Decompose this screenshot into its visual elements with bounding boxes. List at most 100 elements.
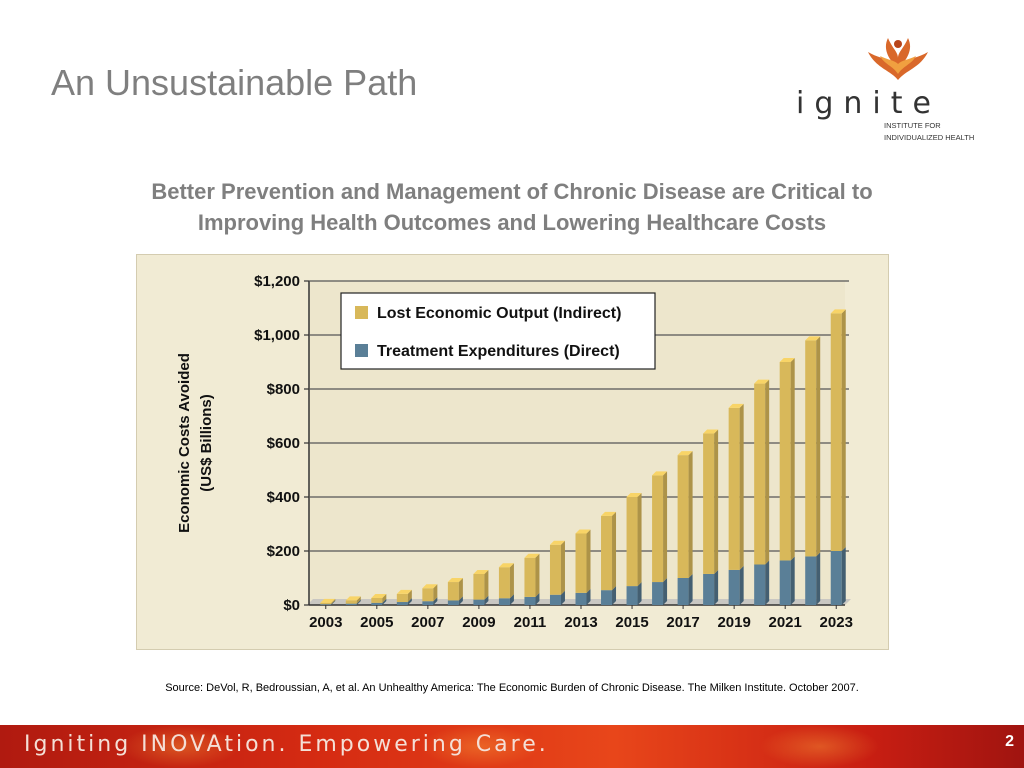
bar-indirect-side	[356, 596, 361, 604]
bar-indirect-top	[345, 596, 361, 601]
logo-subtitle-line1: INSTITUTE FOR	[884, 121, 941, 130]
bar-direct	[396, 602, 408, 605]
bar-direct-side	[407, 598, 412, 605]
x-tick-label: 2009	[462, 614, 495, 631]
y-tick-label: $800	[267, 381, 300, 398]
y-axis-title-line2: (US$ Billions)	[198, 394, 215, 492]
bar-direct	[830, 551, 842, 605]
bar-direct	[754, 564, 766, 605]
y-tick-label: $1,000	[254, 327, 300, 344]
bar-indirect-top	[830, 309, 846, 314]
bar-direct-side	[331, 600, 336, 605]
bar-indirect-side	[790, 358, 795, 561]
bar-indirect-top	[677, 451, 693, 456]
bar-indirect-side	[382, 593, 387, 603]
bar-indirect	[626, 497, 638, 587]
bar-indirect	[830, 313, 842, 551]
bar-indirect	[728, 407, 740, 570]
bar-direct	[703, 573, 715, 605]
bar-indirect-side	[637, 493, 642, 587]
bar-direct	[447, 600, 459, 605]
bar-direct-side	[535, 592, 540, 605]
bar-direct	[498, 598, 510, 605]
bar-indirect-side	[714, 429, 719, 574]
x-tick-label: 2011	[514, 614, 547, 631]
bar-direct	[652, 582, 664, 605]
subtitle-line2: Improving Health Outcomes and Lowering H…	[197, 210, 827, 235]
bar-indirect-side	[816, 336, 821, 557]
bar-indirect	[498, 567, 510, 599]
legend-label: Lost Economic Output (Indirect)	[377, 305, 621, 322]
bar-indirect-top	[396, 589, 412, 594]
bar-indirect-side	[407, 589, 412, 603]
bar-direct-side	[484, 595, 489, 605]
bar-indirect-top	[652, 471, 668, 476]
bar-indirect-top	[601, 511, 617, 516]
bar-indirect-side	[458, 578, 463, 601]
bar-indirect-side	[841, 309, 846, 551]
bar-indirect-top	[779, 358, 795, 362]
legend-box	[340, 292, 656, 370]
bar-direct-side	[790, 556, 795, 605]
bar-direct-side	[458, 596, 463, 605]
bar-indirect-side	[433, 584, 438, 602]
bar-indirect	[371, 597, 383, 603]
bar-indirect-top	[473, 569, 489, 574]
footer-band: Igniting INOVAtion. Empowering Care. 2	[0, 725, 1024, 768]
x-tick-label: 2003	[309, 614, 342, 631]
bar-indirect-side	[484, 569, 489, 600]
legend-swatch	[355, 306, 368, 319]
bar-indirect	[320, 602, 332, 605]
y-tick-label: $600	[267, 435, 300, 452]
bar-indirect-top	[805, 336, 821, 341]
bar-direct	[524, 596, 536, 605]
bar-indirect-side	[612, 511, 617, 591]
bar-direct-side	[356, 599, 361, 605]
bar-indirect	[422, 588, 434, 602]
bar-direct-side	[509, 594, 514, 605]
bar-direct-side	[637, 582, 642, 605]
chart-panel: $0 $200 $400 $600 $800 $1,000 $1,200 Economic C…	[136, 254, 889, 650]
y-tick-label: $1,200	[254, 273, 300, 290]
bar-indirect	[575, 533, 587, 593]
y-tick-label: $200	[267, 543, 300, 560]
bar-indirect	[652, 475, 664, 583]
bar-direct	[371, 602, 383, 605]
bar-indirect-top	[371, 593, 387, 598]
bar-indirect-top	[498, 563, 514, 568]
subtitle-line1: Better Prevention and Management of Chro…	[151, 179, 873, 204]
bar-indirect-top	[728, 403, 744, 408]
bar-indirect	[345, 600, 357, 604]
bar-indirect-side	[509, 563, 514, 599]
bar-direct	[345, 603, 357, 605]
ignite-logo: ignite INSTITUTE FOR INDIVIDUALIZED HEAL…	[796, 36, 996, 146]
y-tick-label: $0	[283, 597, 300, 614]
stacked-bar-chart: $0 $200 $400 $600 $800 $1,000 $1,200 Economic C…	[176, 273, 853, 631]
bar-indirect	[396, 593, 408, 603]
bar-indirect-top	[703, 429, 719, 434]
legend-swatch	[355, 344, 368, 357]
bar-direct	[677, 578, 689, 605]
bar-direct	[601, 590, 613, 605]
bar-indirect	[677, 455, 689, 578]
source-citation: Source: DeVol, R, Bedroussian, A, et al.…	[165, 682, 859, 694]
x-tick-label: 2005	[360, 614, 393, 631]
x-tick-label: 2013	[564, 614, 597, 631]
bar-direct	[779, 560, 791, 605]
slide-subtitle: Better Prevention and Management of Chro…	[60, 176, 964, 238]
bar-indirect-top	[754, 379, 770, 384]
bar-direct-side	[560, 590, 565, 605]
flame-decoration	[120, 725, 240, 768]
bar-direct-side	[739, 565, 744, 605]
footer-tagline: Igniting INOVAtion. Empowering Care.	[24, 732, 549, 757]
bar-indirect	[601, 515, 613, 591]
y-axis-title-line1: Economic Costs Avoided	[176, 353, 193, 533]
logo-subtitle: INSTITUTE FOR INDIVIDUALIZED HEALTH	[884, 120, 974, 144]
bar-direct-side	[765, 560, 770, 605]
bar-direct	[626, 586, 638, 605]
page-number: 2	[1005, 733, 1014, 750]
bar-indirect	[754, 383, 766, 565]
bar-direct-side	[816, 552, 821, 605]
phoenix-icon	[868, 38, 928, 80]
bar-indirect	[779, 362, 791, 561]
